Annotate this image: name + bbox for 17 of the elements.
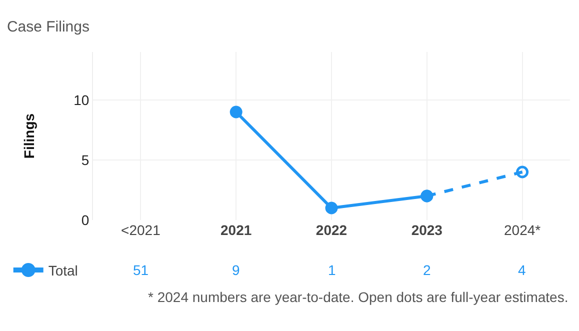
data-label: 2	[423, 262, 431, 278]
y-axis-title: Filings	[21, 113, 38, 159]
chart-title: Case Filings	[6, 18, 90, 36]
legend-label: Total	[48, 262, 78, 278]
text: 4	[518, 262, 526, 278]
x-tick-label: 2021	[220, 222, 252, 238]
x-tick-label: 2023	[411, 222, 443, 238]
text: 51	[133, 262, 149, 278]
text: * 2024 numbers are year-to-date. Open dots are full-year estimates.	[148, 289, 568, 305]
data-label: 1	[328, 262, 336, 278]
data-label: 9	[232, 262, 240, 278]
x-tick-label: 2022	[316, 222, 348, 238]
y-tick-label: 10	[74, 92, 90, 108]
y-tick-label: 5	[81, 152, 90, 168]
x-tick-label: <2021	[121, 222, 161, 238]
y-tick-label: 0	[81, 212, 90, 228]
x-tick-label: 2024*	[504, 222, 542, 238]
